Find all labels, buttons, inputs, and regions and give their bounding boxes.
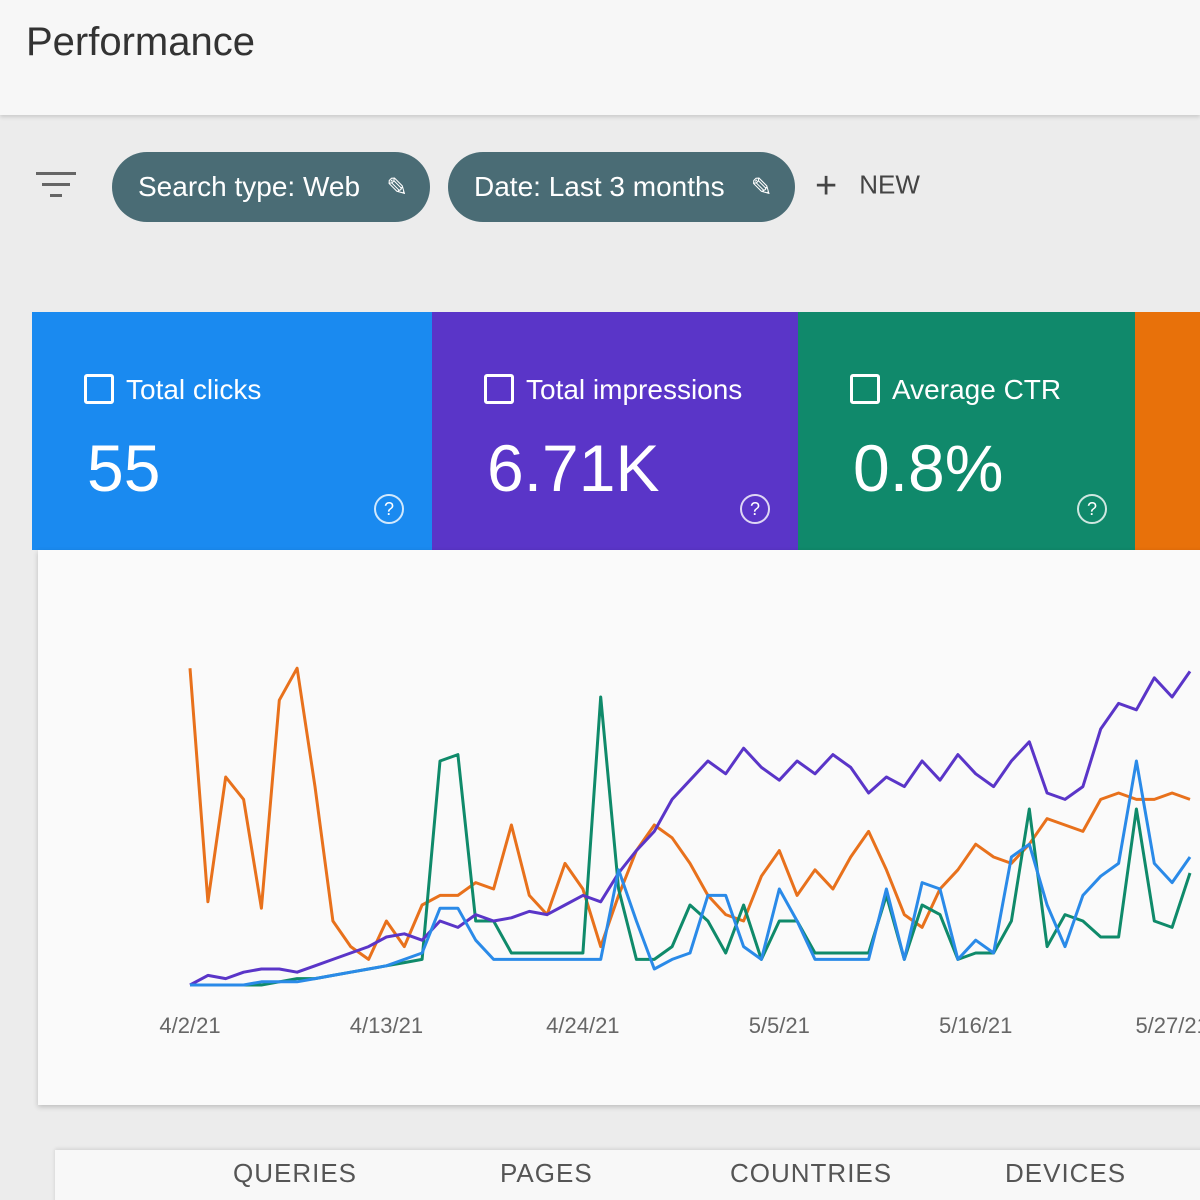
metric-card[interactable]: Average CTR 0.8%? — [798, 312, 1135, 550]
x-tick-label: 5/27/21 — [1135, 1013, 1200, 1038]
x-tick-label: 4/2/21 — [159, 1013, 220, 1038]
tab[interactable]: COUNTRIES — [730, 1158, 893, 1188]
line-series — [190, 759, 1192, 987]
new-button[interactable]: + NEW — [815, 165, 920, 207]
checkbox — [84, 374, 114, 404]
line-series — [188, 666, 1191, 961]
metric-value: 6.71K — [487, 431, 660, 505]
help-icon[interactable]: ? — [740, 494, 770, 524]
checkbox — [850, 374, 880, 404]
metric-card[interactable]: Total clicks 55? — [32, 312, 432, 550]
metric-label-text: Average CTR — [892, 374, 1062, 405]
page-title: Performance — [26, 20, 255, 64]
metric-label: Average CTR — [850, 374, 1061, 406]
line-series — [190, 695, 1192, 987]
tab[interactable]: DEVICES — [1005, 1158, 1127, 1188]
chip-label: Search type: Web — [138, 171, 361, 202]
metric-label-text: Total impressions — [526, 374, 743, 405]
filter-chip[interactable]: Search type: Web ✎ — [112, 152, 431, 222]
metric-label: Total clicks — [84, 374, 261, 406]
metric-value: 55 — [87, 431, 161, 505]
x-tick-label: 4/13/21 — [350, 1013, 423, 1038]
metric-value: 0.8% — [853, 431, 1004, 505]
tabs: QUERIES PAGES COUNTRIES DEVICES — [55, 1150, 1200, 1200]
help-icon[interactable]: ? — [1077, 494, 1107, 524]
chip-label: Date: Last 3 months — [474, 171, 725, 202]
tab[interactable]: PAGES — [500, 1158, 593, 1188]
new-label: NEW — [859, 169, 920, 200]
metric-label: Total impressions — [484, 374, 742, 406]
help-icon[interactable]: ? — [374, 494, 404, 524]
chart-panel — [38, 550, 1200, 1105]
filter-chip[interactable]: Date: Last 3 months ✎ — [448, 152, 795, 222]
tab[interactable]: QUERIES — [233, 1158, 358, 1188]
metric-card[interactable] — [1135, 312, 1200, 550]
header: Performance — [0, 0, 1200, 115]
x-tick-label: 5/5/21 — [749, 1013, 810, 1038]
filter-icon[interactable] — [36, 172, 76, 205]
x-tick-label: 4/24/21 — [546, 1013, 619, 1038]
checkbox — [484, 374, 514, 404]
metric-label-text: Total clicks — [126, 374, 262, 405]
x-tick-label: 5/16/21 — [939, 1013, 1012, 1038]
line-series — [189, 670, 1192, 987]
metric-card[interactable]: Total impressions 6.71K? — [432, 312, 798, 550]
